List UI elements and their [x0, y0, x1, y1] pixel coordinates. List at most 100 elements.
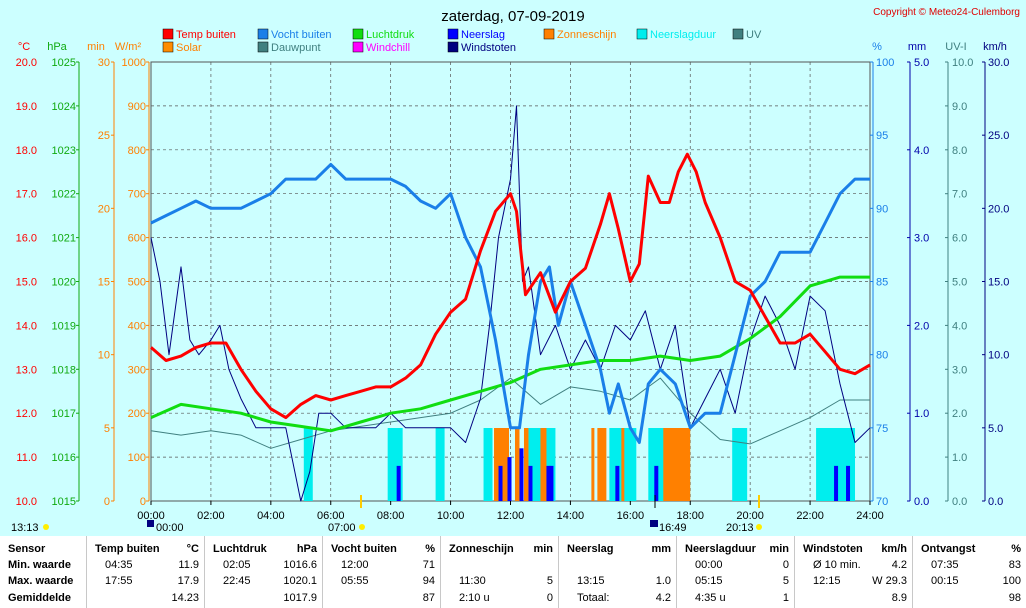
pressure-tick-label: 1019: [52, 320, 76, 332]
table-col: Zonneschijn min 11:30 5 2:10 u 0: [440, 536, 559, 608]
pressure-tick-label: 1017: [52, 408, 76, 420]
humidity-tick-label: 90: [876, 203, 888, 215]
unit-temp: °C: [18, 41, 30, 53]
minutes-tick-label: 20: [98, 203, 110, 215]
moonrise-time: 13:13: [11, 522, 39, 534]
moonset-time: 16:49: [659, 522, 687, 534]
neerslagduur-bar: [435, 428, 445, 501]
wind-tick-label: 25.0: [988, 130, 1009, 142]
humidity-tick-label: 75: [876, 423, 888, 435]
uv-tick-label: 7.0: [952, 189, 967, 201]
neerslag-bar: [519, 448, 524, 501]
uv-tick-label: 2.0: [952, 408, 967, 420]
temp-tick-label: 13.0: [16, 364, 37, 376]
table-cell: Totaal:: [577, 592, 610, 604]
solar-tick-label: 200: [128, 408, 146, 420]
uv-tick-label: 9.0: [952, 101, 967, 113]
table-cell-value: 0: [782, 559, 789, 571]
table-col: Neerslagduur min 00:00 0 05:15 5 4:35 u 1: [676, 536, 795, 608]
temp-tick-label: 16.0: [16, 233, 37, 245]
pressure-tick-label: 1020: [52, 277, 76, 289]
legend-label: Windchill: [366, 42, 410, 54]
zonneschijn-bar: [540, 428, 547, 501]
legend-swatch: [257, 28, 269, 40]
table-header-unit: min: [533, 543, 553, 555]
bar-marks: [303, 428, 856, 501]
legend-swatch: [162, 41, 174, 53]
zonneschijn-bar: [621, 428, 625, 501]
table-cell-value: 5: [546, 575, 553, 587]
table-cell-value: 1017.9: [283, 592, 317, 604]
table-cell: 07:35: [931, 559, 959, 571]
legend-swatch: [447, 41, 459, 53]
sunrise-icon: [147, 520, 154, 527]
series-line-luchtdruk: [150, 275, 870, 433]
table-cell: 2:10 u: [459, 592, 490, 604]
moonset-icon: [650, 520, 658, 527]
neerslag-bar: [546, 465, 551, 501]
table-cell: 05:55: [341, 575, 369, 587]
zonneschijn-bar: [523, 428, 529, 501]
table-cell: 13:15: [577, 575, 605, 587]
table-cell-value: 1016.6: [283, 559, 317, 571]
neerslagduur-bar: [732, 428, 748, 501]
table-header-unit: min: [769, 543, 789, 555]
neerslag-bar: [846, 465, 851, 501]
table-cell: Min. waarde: [8, 559, 71, 571]
solar-tick-label: 800: [128, 145, 146, 157]
solar-tick-label: 1000: [122, 57, 146, 69]
temp-tick-label: 15.0: [16, 277, 37, 289]
rain-tick-label: 0.0: [914, 496, 929, 508]
table-cell: 00:00: [695, 559, 723, 571]
neerslag-bar: [396, 465, 401, 501]
zonneschijn-bar: [591, 428, 595, 501]
solar-tick-label: 300: [128, 364, 146, 376]
unit-pressure: hPa: [47, 41, 67, 53]
temp-tick-label: 10.0: [16, 496, 37, 508]
uv-tick-label: 10.0: [952, 57, 973, 69]
table-header-unit: °C: [186, 543, 199, 555]
legend: Temp buiten Vocht buiten Luchtdruk Neerslag…: [162, 28, 762, 54]
table-cell-value: 17.9: [177, 575, 199, 587]
unit-uv: UV-I: [945, 41, 966, 53]
table-cell-value: 94: [422, 575, 435, 587]
temp-tick-label: 11.0: [16, 452, 37, 464]
legend-label: Vocht buiten: [271, 29, 332, 41]
minutes-tick-label: 0: [104, 496, 110, 508]
table-cell-value: 87: [422, 592, 435, 604]
table-cell: 22:45: [223, 575, 251, 587]
table-col: Vocht buiten% 12:00 71 05:55 94 87: [322, 536, 441, 608]
sun-moon-markers: 13:13 00:00 07:00 16:49 20:13: [11, 495, 762, 534]
neerslag-bar: [834, 465, 839, 501]
humidity-tick-label: 80: [876, 350, 888, 362]
series-line-vocht-buiten: [150, 162, 870, 444]
table-col: Windstoten km/h Ø 10 min. 4.2 12:15 W 29.3 8.9: [794, 536, 913, 608]
series-lines: [150, 105, 871, 502]
axes: 20.0 19.0 18.0 17.0 16.0 15.0 14.0 13.0 12.0 11.0…: [16, 57, 1010, 508]
pressure-tick-label: 1016: [52, 452, 76, 464]
wind-tick-label: 5.0: [988, 423, 1003, 435]
minutes-tick-label: 30: [98, 57, 110, 69]
minutes-tick-label: 15: [98, 277, 110, 289]
table-cell: 11:30: [459, 575, 486, 587]
x-axis: 00:00 02:00 04:00 06:00 08:00 10:00 12:00 14:00…: [137, 501, 884, 522]
legend-label: Zonneschijn: [557, 29, 616, 41]
humidity-tick-label: 70: [876, 496, 888, 508]
temp-tick-label: 20.0: [16, 57, 37, 69]
table-cell-value: 98: [1008, 592, 1021, 604]
table-header: Temp buiten: [95, 543, 160, 555]
chart-title: zaterdag, 07-09-2019: [441, 8, 584, 25]
unit-rain: mm: [908, 41, 926, 53]
uv-tick-label: 0.0: [952, 496, 967, 508]
x-tick-label: 04:00: [257, 510, 285, 522]
sunset-time: 20:13: [726, 522, 754, 534]
minutes-tick-label: 5: [104, 423, 110, 435]
temp-tick-label: 19.0: [16, 101, 37, 113]
legend-swatch: [257, 41, 269, 53]
series-line-windstoten: [150, 105, 871, 502]
neerslagduur-bar: [303, 428, 313, 501]
legend-swatch: [352, 28, 364, 40]
sunrise-left-time: 00:00: [156, 522, 184, 534]
unit-humidity: %: [872, 41, 882, 53]
table-cell-value: 11.9: [178, 559, 199, 571]
